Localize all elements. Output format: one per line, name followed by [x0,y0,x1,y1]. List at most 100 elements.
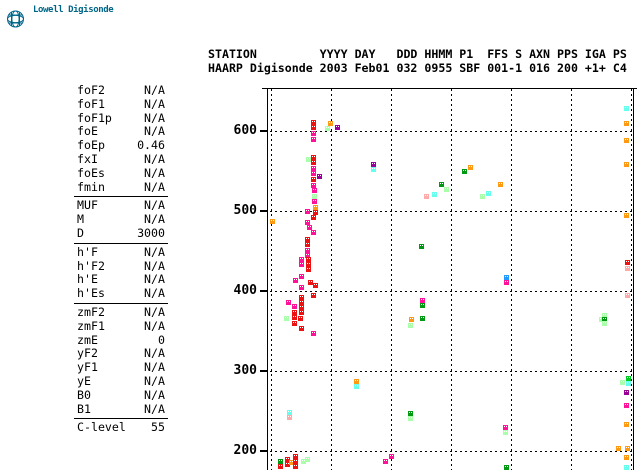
data-point [626,381,631,386]
data-point [299,295,304,300]
data-point [420,303,425,308]
data-point [486,191,491,196]
param-label: fxI [77,151,98,166]
data-point [624,403,629,408]
param-row-b0: B0 N/A [74,387,168,403]
data-point [503,425,508,430]
param-label: C-level [77,420,126,435]
data-point [308,280,313,285]
param-row-zmf1: zmF1 N/A [74,319,168,334]
data-point [299,305,304,310]
data-point [408,411,413,416]
data-point [293,454,298,459]
v-gridline-4 [511,89,512,470]
data-point [311,230,316,235]
data-point [313,210,318,215]
param-value: N/A [144,212,165,227]
data-point [383,459,388,464]
param-group: C-level 55 [74,421,168,435]
param-label: foF2 [77,83,105,97]
data-point [624,213,629,218]
param-row-h-e: h'E N/A [74,273,168,287]
data-point [624,121,629,126]
data-point [305,248,310,253]
data-point [408,416,413,421]
param-value: 55 [151,420,165,435]
param-value: N/A [144,373,165,388]
param-value: N/A [144,124,165,139]
data-point [299,285,304,290]
data-point [602,317,607,322]
data-point [313,283,318,288]
param-value: 3000 [137,225,165,240]
param-value: N/A [144,387,165,402]
data-point [299,262,304,267]
param-row-fof1: foF1 N/A [74,96,168,112]
data-point [317,174,322,179]
param-value: N/A [144,304,165,319]
data-point [409,317,414,322]
param-label: foF1 [77,96,105,111]
data-point [371,162,376,167]
param-value: 0 [158,332,165,347]
data-point [620,380,625,385]
data-point [312,199,317,204]
param-label: foEp [77,138,105,153]
v-gridline-3 [451,89,452,470]
data-point [468,165,473,170]
data-point [626,376,631,381]
data-point [432,192,437,197]
param-row-d: D 3000 [74,225,168,241]
data-point [389,454,394,459]
param-label: foE [77,124,98,139]
data-point [311,125,316,130]
v-gridline-2 [391,89,392,470]
data-point [306,157,311,162]
data-point [305,209,310,214]
y-axis-label-600: 600 [233,123,257,138]
data-point [311,171,316,176]
param-group: MUF N/A M N/A D 3000 [74,198,168,244]
param-value: N/A [144,244,165,259]
data-point [311,183,316,188]
data-point [292,315,297,320]
data-point [287,410,292,415]
data-point [313,205,318,210]
param-row-yf1: yF1 N/A [74,360,168,375]
param-label: MUF [77,198,98,213]
data-point [285,462,290,467]
param-label: zmE [77,332,98,347]
param-value: N/A [144,151,165,166]
y-tick-200 [260,450,267,452]
data-point [312,194,317,199]
param-row-h-f2: h'F2 N/A [74,258,168,274]
data-point [444,187,449,192]
station-header-line1: STATION YYYY DAY DDD HHMM P1 FFS S AXN P… [208,47,627,61]
data-point [311,155,316,160]
data-point [325,126,330,131]
param-row-yf2: yF2 N/A [74,347,168,361]
data-point [311,137,316,142]
data-point [311,215,316,220]
data-point [287,415,292,420]
data-point [624,106,629,111]
param-row-fxi: fxI N/A [74,151,168,167]
data-point [311,160,316,165]
data-point [284,316,289,321]
data-point [625,260,630,265]
data-point [354,384,359,389]
data-point [299,326,304,331]
data-point [624,465,629,470]
data-point [624,390,629,395]
data-point [419,244,424,249]
data-point [305,242,310,247]
data-point [616,446,621,451]
param-label: yF1 [77,360,98,375]
plot-y-axis [267,88,268,470]
parameter-panel: foF2 N/A foF1 N/A foF1p N/A foE N/A foEp 0.46 fxI N… [74,83,168,435]
param-value: N/A [144,110,165,125]
param-label: h'F2 [77,258,105,273]
data-point [311,131,316,136]
data-point [625,293,630,298]
